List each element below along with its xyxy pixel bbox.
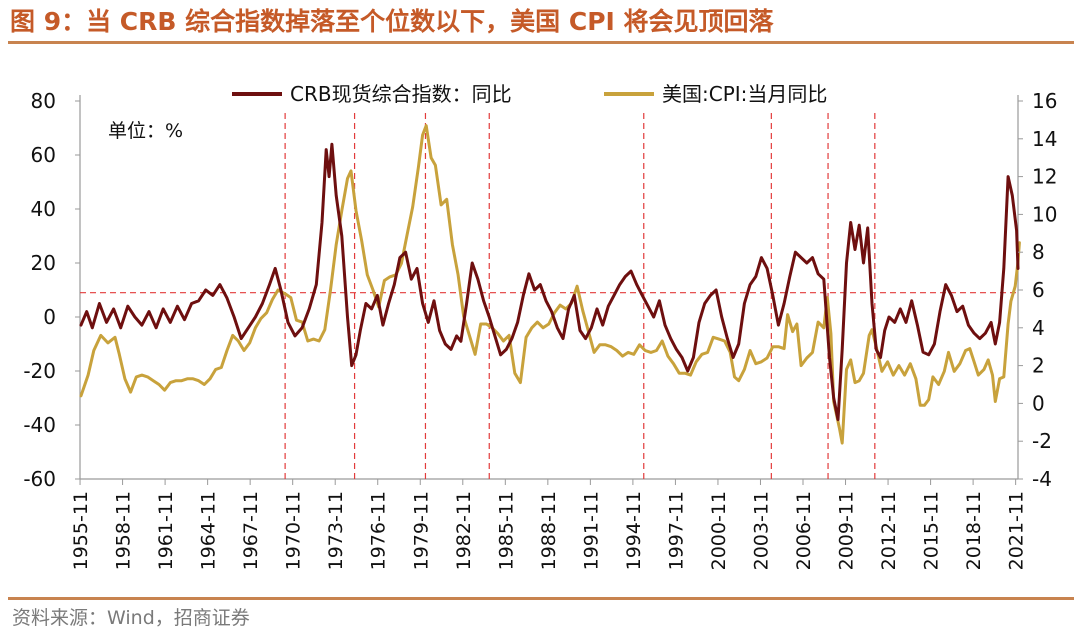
x-tick-label: 2003-11 [750, 491, 772, 570]
legend-label-cpi: 美国:CPI:当月同比 [662, 82, 827, 106]
left-tick-label: 0 [43, 305, 56, 329]
x-tick-label: 1997-11 [665, 491, 687, 570]
x-tick-label: 2021-11 [1006, 491, 1028, 570]
right-tick-label: 14 [1032, 127, 1057, 151]
right-axis: 16 14 12 10 8 6 4 2 0 -2 -4 [1018, 89, 1057, 491]
series-line-crb [79, 142, 1020, 422]
x-tick-label: 2015-11 [921, 491, 943, 570]
x-tick-label: 1985-11 [495, 491, 517, 570]
x-axis: 1955-11 1958-11 1961-11 1964-11 1967-11 1970-… [70, 479, 1028, 570]
left-tick-label: 20 [31, 251, 56, 275]
source-rule [8, 597, 1074, 600]
legend: CRB现货综合指数：同比 美国:CPI:当月同比 [232, 82, 827, 106]
right-tick-label: 4 [1032, 316, 1045, 340]
left-tick-label: -40 [23, 413, 56, 437]
x-tick-label: 1988-11 [538, 491, 560, 570]
right-tick-label: -2 [1032, 429, 1052, 453]
right-tick-label: 6 [1032, 278, 1045, 302]
left-tick-label: -20 [23, 359, 56, 383]
series-line-cpi [79, 124, 1021, 445]
right-tick-label: 0 [1032, 391, 1045, 415]
x-tick-label: 1955-11 [70, 491, 92, 570]
left-axis: 80 60 40 20 0 -20 -40 -60 [23, 89, 80, 491]
legend-label-crb: CRB现货综合指数：同比 [290, 82, 512, 106]
right-tick-label: 10 [1032, 202, 1057, 226]
left-tick-label: 60 [31, 143, 56, 167]
x-tick-label: 1976-11 [368, 491, 390, 570]
right-tick-label: 2 [1032, 354, 1045, 378]
x-tick-label: 1967-11 [240, 491, 262, 570]
right-tick-label: 8 [1032, 240, 1045, 264]
x-tick-label: 1958-11 [113, 491, 135, 570]
title-rule [8, 41, 1074, 44]
source-note: 资料来源：Wind，招商证券 [12, 607, 250, 629]
unit-label: 单位：% [108, 120, 183, 142]
x-tick-label: 1970-11 [283, 491, 305, 570]
right-tick-label: 16 [1032, 89, 1057, 113]
x-tick-label: 1982-11 [453, 491, 475, 570]
figure-title: 图 9：当 CRB 综合指数掉落至个位数以下，美国 CPI 将会见顶回落 [10, 7, 774, 36]
left-tick-label: -60 [23, 467, 56, 491]
x-tick-label: 1964-11 [198, 491, 220, 570]
x-tick-label: 2012-11 [878, 491, 900, 570]
left-tick-label: 80 [31, 89, 56, 113]
x-tick-label: 2018-11 [963, 491, 985, 570]
x-tick-label: 2000-11 [708, 491, 730, 570]
right-tick-label: 12 [1032, 165, 1057, 189]
right-tick-label: -4 [1032, 467, 1052, 491]
x-tick-label: 2009-11 [836, 491, 858, 570]
x-tick-label: 1973-11 [325, 491, 347, 570]
series-layer [79, 124, 1021, 445]
x-tick-label: 1994-11 [623, 491, 645, 570]
plot-frame [79, 95, 1019, 480]
x-tick-label: 1979-11 [410, 491, 432, 570]
x-tick-label: 1991-11 [580, 491, 602, 570]
left-tick-label: 40 [31, 197, 56, 221]
x-tick-label: 1961-11 [155, 491, 177, 570]
x-tick-label: 2006-11 [793, 491, 815, 570]
